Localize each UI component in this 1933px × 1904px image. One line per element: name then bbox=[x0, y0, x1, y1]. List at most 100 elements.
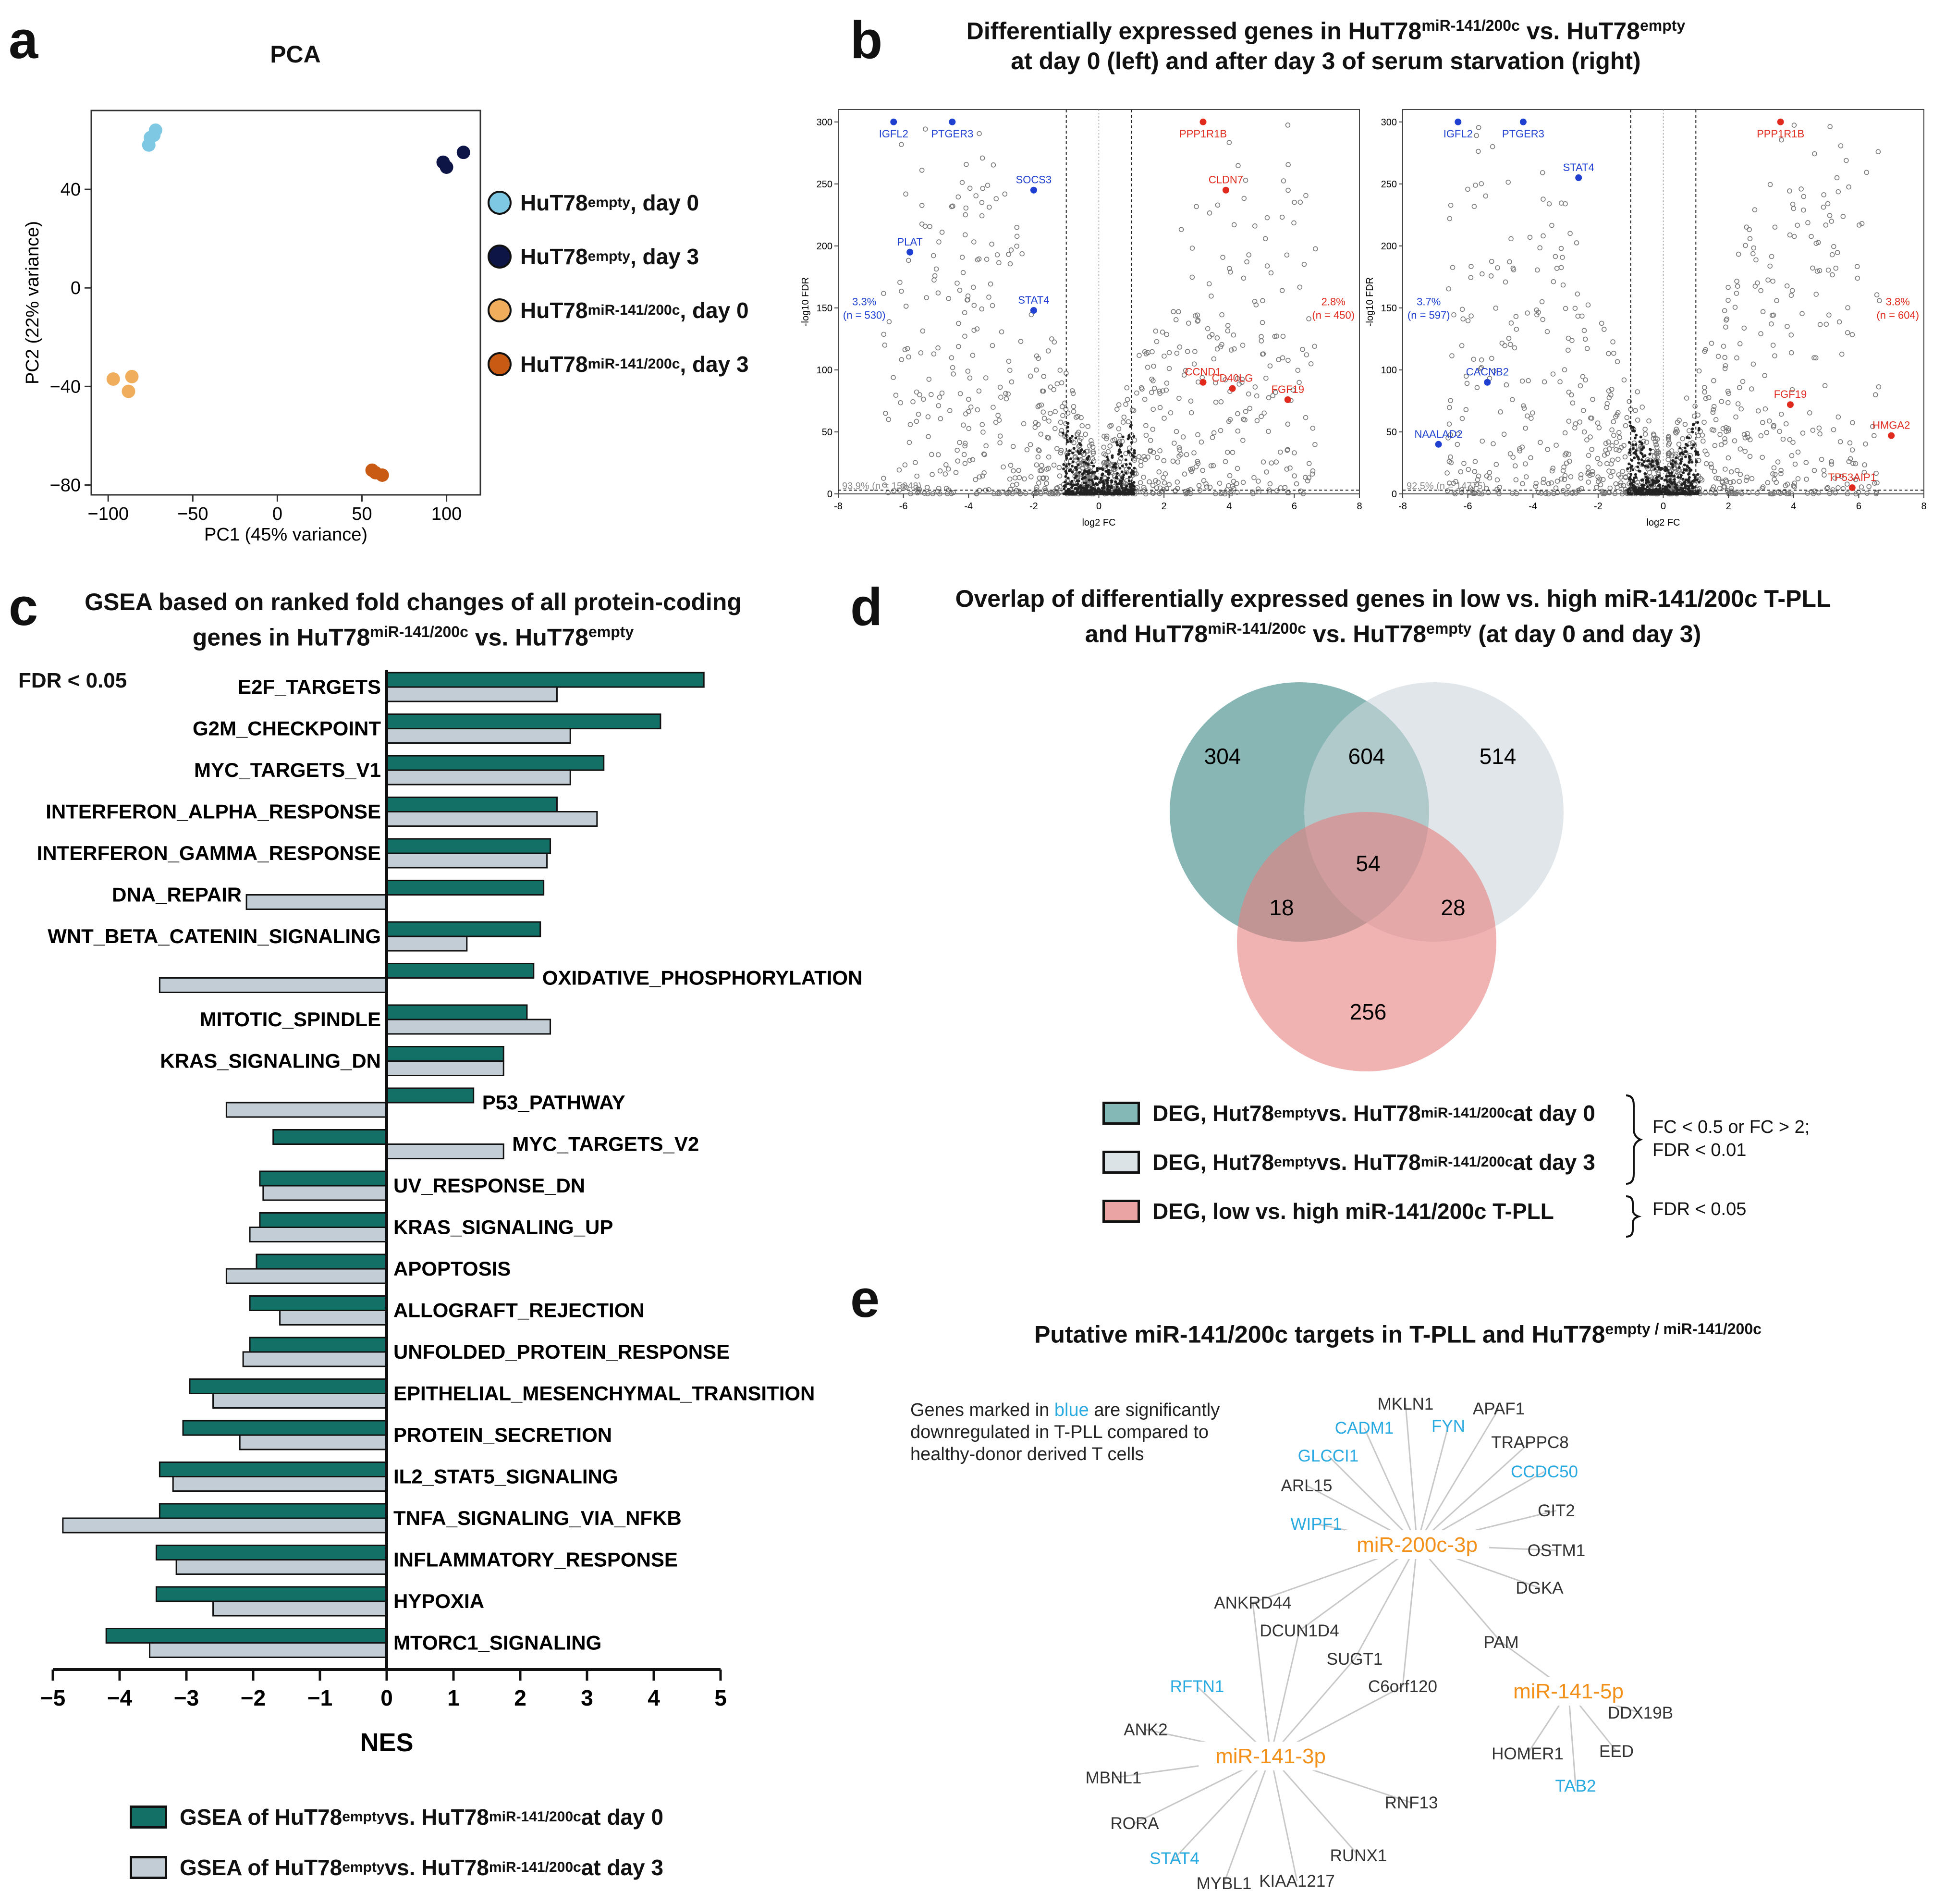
volcano-point bbox=[1196, 483, 1202, 488]
volcano-y-tick-label: 150 bbox=[817, 303, 832, 314]
volcano-point bbox=[902, 462, 908, 468]
volcano-point bbox=[997, 440, 1003, 445]
volcano-point bbox=[1609, 387, 1615, 392]
volcano-point bbox=[1003, 490, 1009, 496]
volcano-point bbox=[1210, 435, 1215, 440]
volcano-point bbox=[1795, 222, 1800, 228]
network-hub-label: miR-200c-3p bbox=[1357, 1533, 1478, 1557]
volcano-point bbox=[1112, 492, 1115, 495]
volcano-point bbox=[896, 467, 902, 473]
gsea-bar-day3 bbox=[386, 935, 468, 952]
volcano-point bbox=[990, 303, 995, 308]
volcano-point bbox=[1076, 443, 1082, 449]
volcano-point bbox=[1654, 490, 1657, 493]
volcano-point bbox=[1080, 465, 1086, 471]
volcano-point bbox=[1658, 485, 1661, 488]
volcano-point bbox=[1110, 486, 1113, 490]
volcano-point bbox=[1229, 347, 1234, 353]
volcano-point bbox=[1093, 492, 1097, 495]
volcano-point bbox=[1209, 332, 1215, 337]
volcano-point bbox=[1680, 483, 1684, 487]
volcano-point bbox=[1098, 490, 1101, 493]
volcano-point bbox=[1653, 479, 1657, 483]
volcano-point bbox=[1276, 357, 1281, 362]
volcano-point bbox=[1073, 415, 1079, 420]
volcano-point bbox=[1526, 378, 1531, 383]
volcano-point bbox=[1712, 443, 1718, 448]
volcano-point bbox=[1859, 221, 1865, 226]
volcano-point bbox=[1720, 426, 1726, 431]
volcano-point bbox=[965, 297, 970, 303]
volcano-gene-label: SOCS3 bbox=[1016, 174, 1052, 186]
volcano-point bbox=[1085, 492, 1089, 495]
volcano-point bbox=[1312, 442, 1318, 447]
volcano-point bbox=[1089, 490, 1092, 493]
volcano-point bbox=[1649, 463, 1652, 466]
legend-label: HuT78 bbox=[520, 244, 588, 269]
volcano-point bbox=[1616, 472, 1622, 478]
volcano-point bbox=[1127, 445, 1132, 451]
volcano-point bbox=[1116, 402, 1122, 407]
volcano-point bbox=[1652, 480, 1657, 485]
volcano-gene-label: PPP1R1B bbox=[1179, 128, 1227, 140]
volcano-point bbox=[944, 491, 950, 496]
volcano-point bbox=[968, 404, 974, 410]
volcano-point bbox=[1523, 426, 1528, 431]
volcano-point bbox=[1872, 480, 1877, 486]
volcano-point bbox=[1672, 492, 1676, 495]
volcano-point bbox=[1684, 486, 1687, 490]
volcano-point bbox=[1673, 430, 1678, 435]
volcano-point bbox=[1621, 377, 1627, 383]
volcano-point bbox=[1120, 491, 1124, 495]
volcano-point bbox=[896, 487, 902, 493]
volcano-point bbox=[1236, 163, 1241, 168]
volcano-point bbox=[1769, 321, 1774, 327]
volcano-point bbox=[1703, 347, 1708, 352]
volcano-point bbox=[1085, 491, 1088, 495]
volcano-point bbox=[1709, 341, 1714, 346]
volcano-gene-point bbox=[1848, 484, 1856, 491]
volcano-point bbox=[1694, 453, 1698, 456]
volcano-point bbox=[1652, 491, 1656, 494]
volcano-point bbox=[1664, 488, 1667, 491]
volcano-point bbox=[1686, 465, 1689, 468]
volcano-point bbox=[967, 375, 973, 381]
volcano-point bbox=[1653, 479, 1659, 484]
gsea-category-label: INTERFERON_ALPHA_RESPONSE bbox=[46, 800, 381, 823]
volcano-point bbox=[1086, 491, 1089, 494]
volcano-point bbox=[1083, 464, 1089, 469]
volcano-point bbox=[1107, 473, 1111, 476]
volcano-point bbox=[1676, 491, 1680, 495]
volcano-x-label: log2 FC bbox=[1082, 517, 1115, 528]
volcano-point bbox=[1678, 452, 1682, 455]
volcano-point bbox=[1629, 492, 1633, 495]
volcano-point bbox=[1451, 490, 1457, 496]
volcano-point bbox=[1235, 428, 1241, 434]
volcano-point bbox=[1637, 491, 1640, 495]
volcano-point bbox=[1111, 491, 1114, 495]
volcano-point bbox=[1086, 463, 1089, 466]
volcano-point bbox=[1755, 280, 1760, 286]
volcano-point bbox=[1103, 483, 1109, 489]
volcano-point bbox=[1699, 477, 1705, 483]
volcano-point bbox=[1653, 489, 1659, 494]
volcano-point bbox=[1472, 491, 1477, 496]
volcano-point bbox=[1132, 469, 1135, 473]
volcano-point bbox=[1726, 491, 1732, 497]
volcano-point bbox=[1132, 480, 1136, 484]
volcano-point bbox=[1066, 425, 1069, 429]
volcano-point bbox=[1611, 419, 1616, 425]
volcano-point bbox=[1682, 482, 1686, 486]
network-target-label: EED bbox=[1599, 1742, 1634, 1761]
volcano-point bbox=[1177, 447, 1183, 453]
volcano-point bbox=[1697, 429, 1701, 432]
volcano-gene-point bbox=[1199, 379, 1207, 386]
volcano-point bbox=[1640, 491, 1643, 495]
volcano-point bbox=[1062, 400, 1067, 406]
volcano-point bbox=[1040, 475, 1046, 480]
volcano-point bbox=[1538, 491, 1544, 496]
volcano-point bbox=[1074, 472, 1079, 478]
volcano-point bbox=[1102, 459, 1108, 465]
volcano-point bbox=[1668, 483, 1674, 489]
volcano-point bbox=[1589, 416, 1594, 421]
